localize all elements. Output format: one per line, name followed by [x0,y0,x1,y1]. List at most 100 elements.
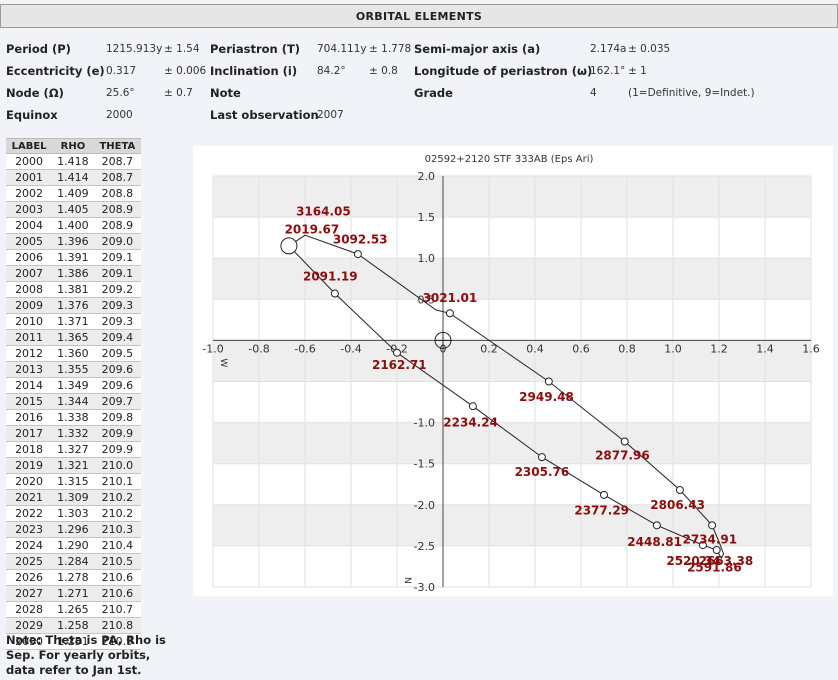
ephemeris-header-row: LABEL RHO THETA [6,138,141,154]
epoch-label: 2520.34 [666,554,721,568]
x-tick-label: -1.0 [202,342,223,355]
table-row: 2025 1.284 210.5 [6,553,141,570]
row-label-cell: 2014 [6,377,53,394]
epoch-marker [537,453,546,462]
row-theta-cell: 209.3 [93,297,141,314]
table-row: 2008 1.381 209.2 [6,281,141,298]
epoch-label: 2377.29 [574,504,629,518]
row-label-cell: 2012 [6,345,53,362]
row-rho-cell: 1.400 [52,217,94,234]
x-tick-label: 1.0 [664,342,682,355]
table-row: 2021 1.309 210.2 [6,489,141,506]
y-tick-label: -1.0 [414,417,435,430]
node-label: Node (Ω) [6,86,64,100]
grade-label: Grade [414,86,453,100]
row-label-cell: 2010 [6,313,53,330]
period-value: 1215.913y [106,43,163,55]
section-title-text: ORBITAL ELEMENTS [355,9,483,23]
epoch-marker [393,348,401,357]
orbit-chart: -1.0-0.8-0.6-0.4-0.200.20.40.60.81.01.21… [202,154,820,594]
row-theta-cell: 209.7 [93,393,141,410]
epoch-label: 2019.67 [285,223,340,237]
table-row: 2018 1.327 209.9 [6,441,141,458]
row-rho-cell: 1.365 [52,329,94,346]
y-tick-label: 1.0 [418,252,436,265]
plot-band [213,545,811,587]
epoch-label: 3092.53 [333,232,388,246]
row-rho-cell: 1.381 [52,281,94,298]
row-theta-cell: 210.7 [93,601,141,618]
row-label-cell: 2023 [6,521,53,538]
semimajor-label: Semi-major axis (a) [414,42,541,56]
semimajor-value: 2.174a [590,43,627,55]
inclination-value: 84.2° [317,65,346,77]
row-label-cell: 2015 [6,393,53,410]
table-row: 2028 1.265 210.7 [6,601,141,618]
table-row: 2022 1.303 210.2 [6,505,141,522]
epoch-marker [675,486,684,495]
period-error: ± 1.54 [164,43,200,55]
plot-band [213,258,811,300]
row-theta-cell: 209.9 [93,441,141,458]
y-tick-label: 2.0 [418,170,436,183]
ephemeris-body: 2000 1.418 208.7 2001 1.414 208.7 2002 1.409 208… [6,153,141,650]
table-row: 2007 1.386 209.1 [6,265,141,282]
row-theta-cell: 210.2 [93,505,141,522]
row-label-cell: 2004 [6,217,53,234]
y-tick-label: -3.0 [414,581,435,594]
longitude-periastron-value: 162.1° [590,65,626,77]
row-label-cell: 2003 [6,201,53,218]
plot-band [213,422,811,464]
table-row: 2029 1.258 210.8 [6,617,141,634]
row-label-cell: 2009 [6,297,53,314]
row-theta-cell: 210.1 [93,473,141,490]
row-theta-cell: 209.5 [93,345,141,362]
last-observation-label: Last observation [210,108,319,122]
row-rho-cell: 1.303 [52,505,94,522]
epoch-label: 2162.71 [372,358,427,372]
row-rho-cell: 1.258 [52,617,94,634]
row-rho-cell: 1.271 [52,585,94,602]
plot-band [213,463,811,505]
column-header-rho: RHO [52,138,94,154]
row-label-cell: 2029 [6,617,53,634]
row-label-cell: 2001 [6,169,53,186]
row-theta-cell: 209.6 [93,377,141,394]
row-rho-cell: 1.360 [52,345,94,362]
x-tick-label: 0.4 [526,342,544,355]
row-theta-cell: 209.2 [93,281,141,298]
equinox-label: Equinox [6,108,58,122]
epoch-label: 2806.43 [650,498,705,512]
epoch-label: 2234.24 [443,416,498,430]
epoch-marker [698,541,707,550]
row-rho-cell: 1.349 [52,377,94,394]
row-theta-cell: 210.3 [93,521,141,538]
eccentricity-error: ± 0.006 [164,65,207,77]
row-theta-cell: 209.4 [93,329,141,346]
epoch-marker [708,521,717,530]
table-row: 2003 1.405 208.9 [6,201,141,218]
table-row: 2002 1.409 208.8 [6,185,141,202]
semimajor-error: ± 0.035 [628,43,671,55]
x-tick-label: 1.6 [802,342,820,355]
row-rho-cell: 1.251 [52,633,94,650]
x-tick-label: -0.8 [248,342,269,355]
epoch-label: 2448.81 [627,535,682,549]
y-tick-label: 0.5 [418,293,436,306]
table-row: 2011 1.365 209.4 [6,329,141,346]
x-tick-label: 1.4 [756,342,774,355]
row-rho-cell: 1.418 [52,153,94,170]
row-rho-cell: 1.396 [52,233,94,250]
eccentricity-label: Eccentricity (e) [6,64,105,78]
x-tick-label: -0.6 [294,342,315,355]
epoch-label: 2949.48 [519,390,574,404]
north-axis-mark: N [402,577,412,584]
y-tick-label: -2.5 [414,540,435,553]
row-theta-cell: 210.9 [93,633,141,650]
column-header-label: LABEL [6,138,53,154]
row-rho-cell: 1.405 [52,201,94,218]
epoch-marker [330,289,339,298]
row-label-cell: 2000 [6,153,53,170]
epoch-marker [712,546,721,555]
grade-hint: (1=Definitive, 9=Indet.) [628,87,755,99]
